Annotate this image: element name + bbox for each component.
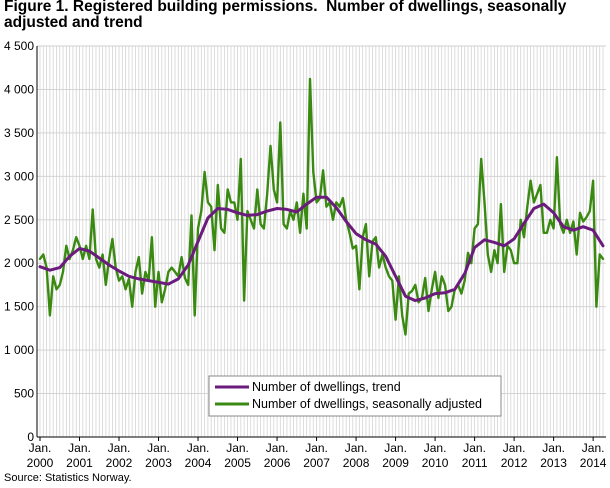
legend-label: Number of dwellings, trend <box>252 380 401 394</box>
chart-title: Figure 1. Registered building permission… <box>4 0 571 31</box>
x-tick-label-year: 2004 <box>185 456 212 470</box>
x-tick-label-month: Jan. <box>384 441 407 455</box>
x-tick-label-month: Jan. <box>305 441 328 455</box>
y-tick-label: 3 000 <box>4 169 34 183</box>
x-tick-label-year: 2006 <box>264 456 291 470</box>
y-tick-label: 2 000 <box>4 256 34 270</box>
x-tick-label-year: 2008 <box>343 456 370 470</box>
x-tick-label-year: 2001 <box>66 456 93 470</box>
y-tick-label: 4 000 <box>4 82 34 96</box>
series-line-seasonally-adjusted <box>38 77 605 336</box>
y-tick-label: 4 500 <box>4 39 34 53</box>
x-tick-label-month: Jan. <box>503 441 526 455</box>
x-tick-label-year: 2003 <box>145 456 172 470</box>
legend-label: Number of dwellings, seasonally adjusted <box>252 397 482 411</box>
legend-box <box>208 375 502 417</box>
x-tick-label-month: Jan. <box>187 441 210 455</box>
x-tick-label-month: Jan. <box>266 441 289 455</box>
x-tick-label-month: Jan. <box>147 441 170 455</box>
x-tick-label-month: Jan. <box>68 441 91 455</box>
y-tick-label: 0 <box>27 430 34 444</box>
series-lines <box>38 77 605 336</box>
x-tick-label-year: 2010 <box>422 456 449 470</box>
legend: Number of dwellings, trend Number of dwel… <box>208 375 502 417</box>
axes: 0 500 1 000 1 500 2 000 2 500 3 000 3 500 4 000 4… <box>4 39 607 470</box>
x-tick-label-year: 2014 <box>580 456 607 470</box>
x-tick-label-month: Jan. <box>29 441 52 455</box>
x-tick-label-month: Jan. <box>108 441 131 455</box>
x-tick-label-year: 2009 <box>382 456 409 470</box>
x-tick-label-month: Jan. <box>226 441 249 455</box>
y-tick-label: 500 <box>14 387 34 401</box>
x-tick-label-month: Jan. <box>463 441 486 455</box>
x-tick-label-month: Jan. <box>345 441 368 455</box>
y-tick-label: 1 000 <box>4 343 34 357</box>
x-tick-label-year: 2013 <box>540 456 567 470</box>
x-tick-label-year: 2011 <box>462 456 488 470</box>
x-tick-label-year: 2007 <box>303 456 330 470</box>
y-tick-label: 2 500 <box>4 213 34 227</box>
x-tick-label-year: 2000 <box>27 456 54 470</box>
y-tick-label: 1 500 <box>4 300 34 314</box>
y-tick-label: 3 500 <box>4 126 34 140</box>
source-note: Source: Statistics Norway. <box>4 472 132 484</box>
x-tick-label-month: Jan. <box>424 441 447 455</box>
x-tick-label-month: Jan. <box>582 441 605 455</box>
x-tick-label-month: Jan. <box>542 441 565 455</box>
x-tick-label-year: 2005 <box>224 456 251 470</box>
x-tick-label-year: 2002 <box>106 456 133 470</box>
series-line-trend <box>38 195 605 303</box>
x-tick-label-year: 2012 <box>501 456 528 470</box>
